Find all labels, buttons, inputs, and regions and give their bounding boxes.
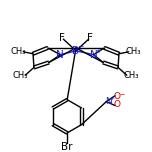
Text: Br: Br [61,142,73,152]
Text: CH₃: CH₃ [13,71,28,80]
Text: B: B [73,46,79,56]
Text: F: F [87,33,93,43]
Text: −: − [119,91,124,96]
Text: O: O [114,100,121,109]
Text: +: + [95,48,101,54]
Text: N: N [105,97,112,106]
Text: −: − [77,42,84,51]
Text: N: N [90,50,97,60]
Text: F: F [59,33,65,43]
Text: N: N [57,50,64,60]
Text: +: + [110,96,115,101]
Text: O: O [114,92,121,101]
Text: CH₃: CH₃ [124,71,139,80]
Text: CH₃: CH₃ [126,47,141,56]
Text: CH₃: CH₃ [11,47,26,56]
